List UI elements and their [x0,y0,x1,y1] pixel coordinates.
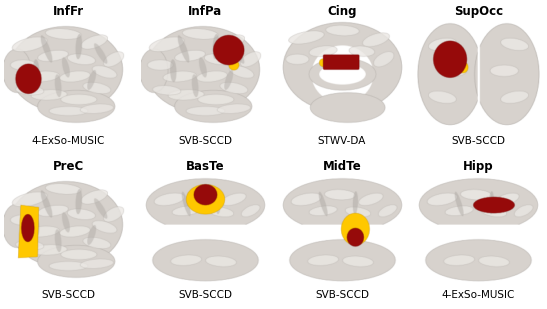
Text: SVB-SCCD: SVB-SCCD [178,136,232,146]
Text: Hipp: Hipp [463,160,494,173]
Text: PreC: PreC [53,160,84,173]
Text: STWV-DA: STWV-DA [318,136,366,146]
Text: InfPa: InfPa [188,5,222,18]
Text: MidTe: MidTe [323,160,361,173]
Text: 4-ExSo-MUSIC: 4-ExSo-MUSIC [442,290,515,300]
Text: SVB-SCCD: SVB-SCCD [42,290,95,300]
Text: SVB-SCCD: SVB-SCCD [178,290,232,300]
Text: SupOcc: SupOcc [454,5,503,18]
Text: InfFr: InfFr [53,5,84,18]
Text: SVB-SCCD: SVB-SCCD [452,136,505,146]
Text: Cing: Cing [327,5,357,18]
Text: 4-ExSo-MUSIC: 4-ExSo-MUSIC [32,136,105,146]
Text: SVB-SCCD: SVB-SCCD [315,290,369,300]
Text: BasTe: BasTe [186,160,224,173]
